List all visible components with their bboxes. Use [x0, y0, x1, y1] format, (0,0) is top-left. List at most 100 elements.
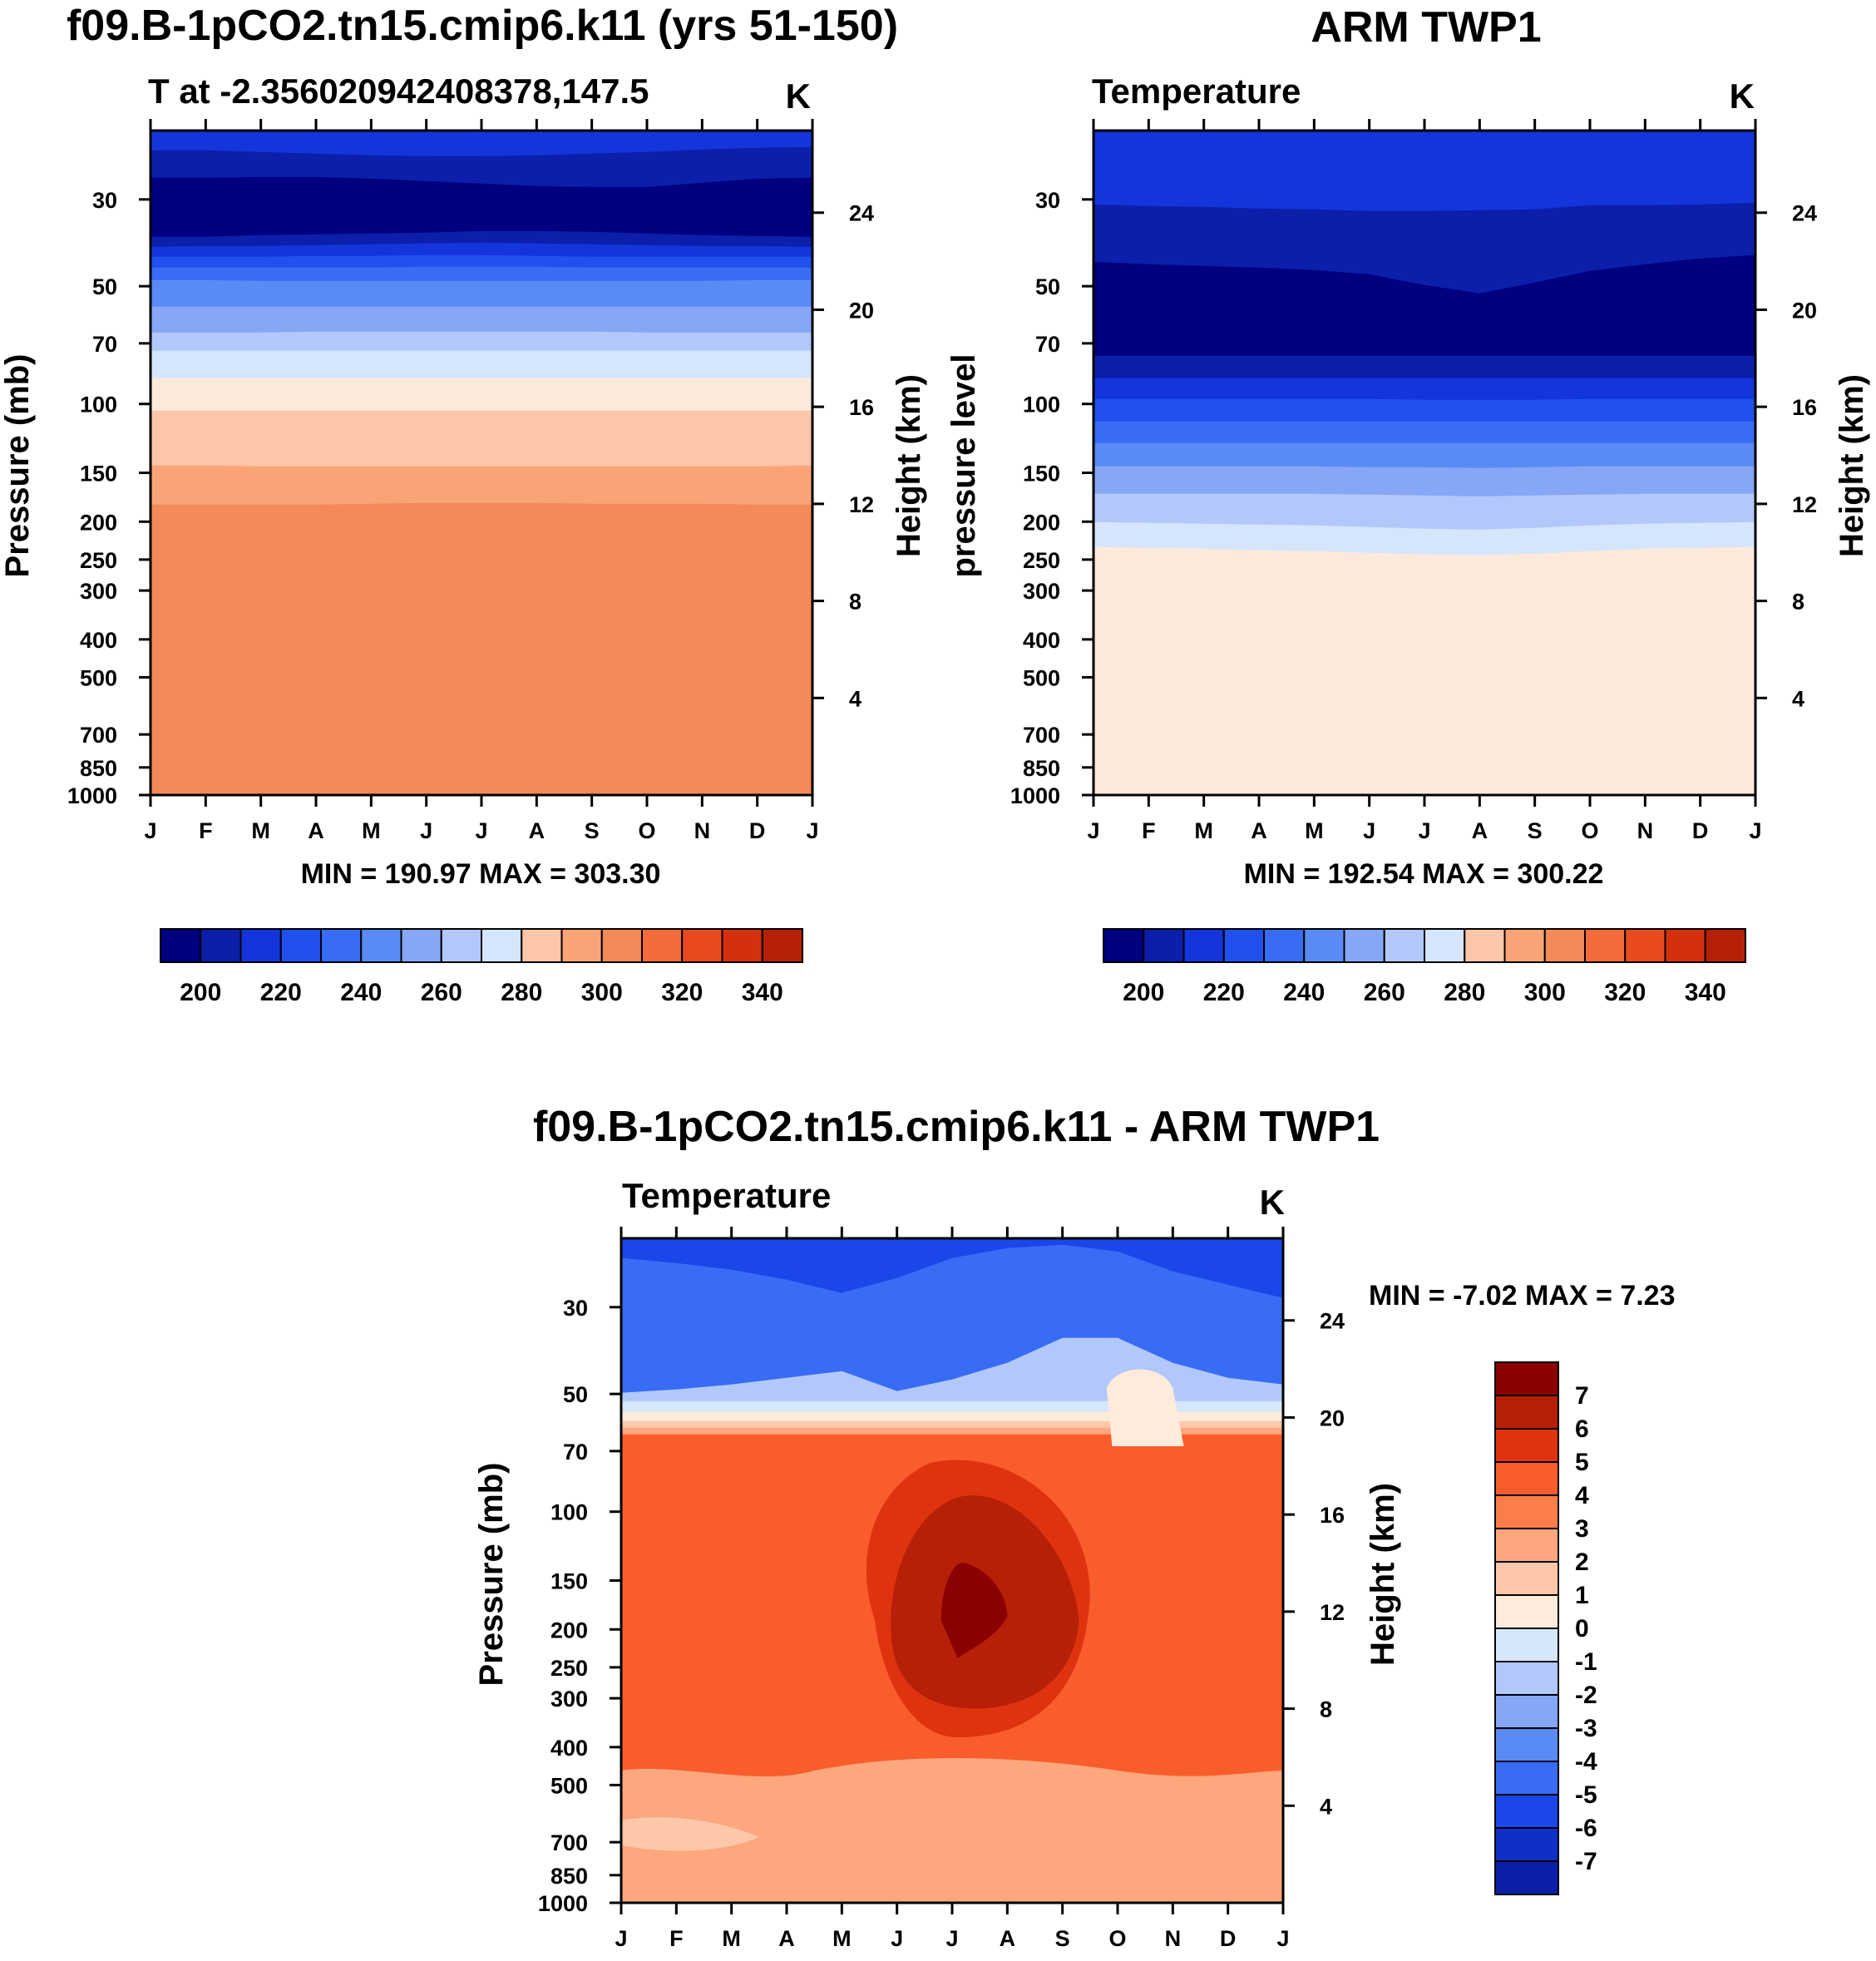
obs-x-tick-label: A: [1251, 818, 1267, 843]
panel-model-title: f09.B-1pCO2.tn15.cmip6.k11 (yrs 51-150): [67, 2, 898, 50]
diff-colorbar-swatch: [1494, 1395, 1559, 1430]
obs-y-tick-label: 200: [1023, 510, 1060, 535]
obs-colorbar-label: 240: [1283, 979, 1325, 1006]
model-colorbar-swatch: [560, 928, 603, 963]
diff-y-tick-label: 50: [563, 1382, 588, 1407]
obs-colorbar-swatch: [1543, 928, 1586, 963]
model-colorbar-swatch: [400, 928, 442, 963]
diff-colorbar-swatch: [1494, 1528, 1559, 1563]
model-y-tick-label: 70: [92, 332, 117, 357]
model-x-tick-label: J: [144, 818, 156, 843]
obs-x-tick-label: N: [1637, 818, 1654, 843]
model-contour-band: [150, 266, 813, 282]
model-height-tick-label: 12: [849, 492, 874, 517]
diff-y-tick-label: 70: [563, 1440, 588, 1465]
obs-contour-band: [1093, 378, 1756, 401]
diff-x-tick-label: A: [778, 1926, 795, 1951]
obs-colorbar-swatch: [1303, 928, 1345, 963]
model-x-tick-label: J: [806, 818, 818, 843]
obs-contour-band: [1093, 442, 1756, 469]
panel-model: f09.B-1pCO2.tn15.cmip6.k11 (yrs 51-150) …: [0, 2, 927, 1006]
obs-contour-band: [1093, 355, 1756, 379]
panel-model-units: K: [786, 77, 811, 116]
diff-low-level-patch: [621, 1817, 759, 1851]
obs-height-tick-label: 16: [1792, 395, 1817, 420]
model-contour-band: [150, 350, 813, 379]
diff-y-tick-label: 850: [550, 1864, 588, 1889]
obs-y-tick-label: 30: [1035, 188, 1060, 213]
panel-diff: f09.B-1pCO2.tn15.cmip6.k11 - ARM TWP1 Te…: [473, 1103, 1676, 1951]
model-height-tick-label: 4: [849, 686, 861, 711]
diff-x-tick-label: F: [669, 1926, 684, 1951]
panel-model-plot: J F M A M J J A S O N D J 30 50 70 100 150 200 250 300 400 500…: [67, 119, 874, 843]
model-colorbar-swatch: [721, 928, 763, 963]
model-colorbar-label: 320: [661, 979, 703, 1006]
model-y-tick-label: 150: [80, 462, 117, 487]
obs-colorbar-swatch: [1704, 928, 1746, 963]
diff-x-tick-label: J: [1276, 1926, 1289, 1951]
model-colorbar-label: 240: [340, 979, 382, 1006]
model-y-tick-label: 850: [80, 756, 117, 781]
panel-diff-ylabel: Pressure (mb): [473, 1463, 510, 1687]
model-colorbar-label: 300: [581, 979, 623, 1006]
diff-colorbar-swatch: [1494, 1628, 1559, 1662]
panel-diff-plot: J F M A M J J A S O N D J 30 50 70 100 150 200 250 300 400 500…: [538, 1227, 1345, 1951]
diff-y-tick-label: 150: [550, 1569, 588, 1594]
model-contour-band: [150, 306, 813, 333]
obs-x-tick-label: F: [1142, 818, 1156, 843]
diff-contour-band: [620, 1420, 1284, 1429]
diff-colorbar-swatch: [1494, 1494, 1559, 1529]
diff-colorbar-swatch: [1494, 1761, 1559, 1796]
panel-diff-units: K: [1260, 1183, 1285, 1222]
diff-colorbar-label: -5: [1575, 1781, 1597, 1809]
panel-obs: ARM TWP1 Temperature K J F M A M J J A S O N D J 30 50…: [945, 3, 1870, 1006]
panel-diff-title: f09.B-1pCO2.tn15.cmip6.k11 - ARM TWP1: [533, 1103, 1380, 1151]
obs-colorbar-swatch: [1263, 928, 1306, 963]
panel-model-ylabel: Pressure (mb): [0, 354, 36, 578]
diff-colorbar-swatch: [1494, 1794, 1559, 1829]
model-contour-band: [150, 568, 813, 625]
obs-colorbar-swatch: [1664, 928, 1706, 963]
panel-model-colorbar: 200 220 240 260 280 300 320 340: [160, 928, 803, 1006]
diff-height-tick-label: 8: [1320, 1697, 1332, 1722]
obs-y-tick-label: 100: [1023, 393, 1060, 417]
diff-x-tick-label: M: [722, 1926, 741, 1951]
diff-colorbar-swatch: [1494, 1827, 1559, 1862]
model-y-tick-label: 200: [80, 510, 117, 535]
obs-contour-band: [1093, 421, 1756, 444]
diff-x-tick-label: A: [1000, 1926, 1016, 1951]
diff-y-tick-label: 700: [550, 1830, 588, 1855]
model-colorbar-swatch: [481, 928, 523, 963]
obs-colorbar-swatch: [1103, 928, 1145, 963]
model-contour-band: [150, 254, 813, 269]
model-height-tick-label: 24: [849, 201, 874, 226]
obs-x-tick-label: A: [1472, 818, 1488, 843]
model-contour-band: [150, 623, 813, 796]
obs-x-tick-label: J: [1749, 818, 1761, 843]
model-y-tick-label: 100: [80, 393, 117, 417]
panel-diff-ylabel-right: Height (km): [1365, 1483, 1401, 1666]
obs-y-tick-label: 70: [1035, 332, 1060, 357]
obs-colorbar-swatch: [1343, 928, 1385, 963]
model-y-tick-label: 400: [80, 628, 117, 653]
diff-y-tick-label: 400: [550, 1736, 588, 1761]
diff-contour-band: [620, 1411, 1284, 1422]
model-colorbar-swatch: [641, 928, 684, 963]
model-colorbar-label: 340: [742, 979, 783, 1006]
panel-obs-plot: J F M A M J J A S O N D J 30 50 70 100 150 200 250 300 400 500…: [1010, 119, 1817, 843]
obs-x-tick-label: S: [1528, 818, 1543, 843]
obs-colorbar-swatch: [1464, 928, 1506, 963]
diff-colorbar-swatch: [1494, 1860, 1559, 1895]
obs-colorbar-label: 260: [1364, 979, 1405, 1006]
obs-x-tick-label: M: [1194, 818, 1213, 843]
panel-diff-left-label: Temperature: [622, 1176, 831, 1215]
diff-warm-core-max: [940, 1563, 1008, 1658]
panel-obs-ylabel: pressure level: [945, 353, 982, 577]
model-x-tick-label: O: [638, 818, 655, 843]
obs-x-tick-label: J: [1418, 818, 1430, 843]
panel-obs-min-max: MIN = 192.54 MAX = 300.22: [1244, 858, 1604, 890]
diff-height-tick-label: 4: [1320, 1794, 1332, 1819]
model-contour-band: [150, 176, 813, 238]
diff-colorbar-swatch: [1494, 1461, 1559, 1496]
obs-height-tick-label: 8: [1792, 590, 1804, 615]
